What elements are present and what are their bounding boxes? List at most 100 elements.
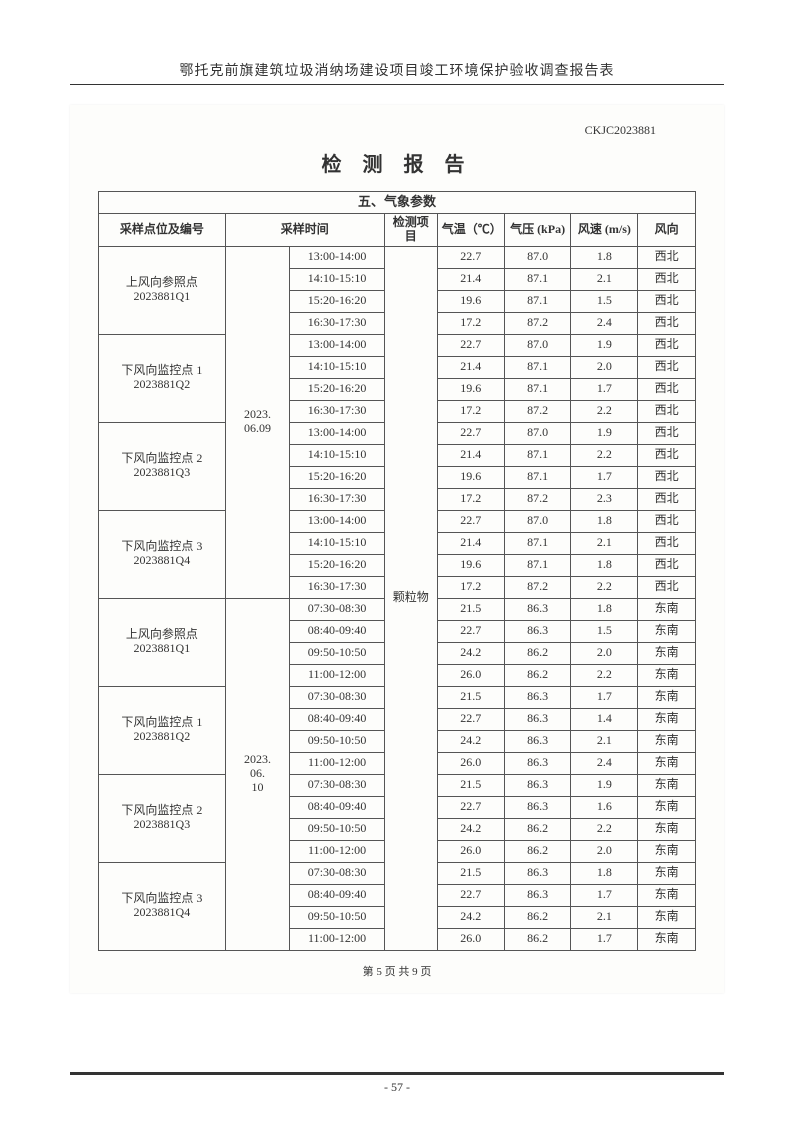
- point-cell: 下风向监控点 22023881Q3: [99, 774, 226, 862]
- wind-speed-cell: 2.2: [571, 664, 638, 686]
- wind-speed-cell: 1.7: [571, 686, 638, 708]
- time-cell: 15:20-16:20: [290, 554, 385, 576]
- temp-cell: 21.5: [437, 862, 504, 884]
- time-cell: 14:10-15:10: [290, 356, 385, 378]
- pressure-cell: 86.2: [504, 642, 571, 664]
- wind-speed-cell: 2.1: [571, 730, 638, 752]
- wind-speed-cell: 2.1: [571, 268, 638, 290]
- point-cell: 下风向监控点 12023881Q2: [99, 686, 226, 774]
- temp-cell: 22.7: [437, 884, 504, 906]
- detect-item-cell: 颗粒物: [384, 246, 437, 950]
- wind-speed-cell: 2.4: [571, 312, 638, 334]
- pressure-cell: 87.1: [504, 444, 571, 466]
- header-row: 采样点位及编号 采样时间 检测项目 气温（℃） 气压 (kPa) 风速 (m/s…: [99, 214, 696, 247]
- pressure-cell: 86.2: [504, 928, 571, 950]
- section-header: 五、气象参数: [99, 192, 696, 214]
- temp-cell: 21.4: [437, 356, 504, 378]
- wind-speed-cell: 2.0: [571, 642, 638, 664]
- pressure-cell: 87.0: [504, 246, 571, 268]
- temp-cell: 22.7: [437, 708, 504, 730]
- col-point: 采样点位及编号: [99, 214, 226, 247]
- wind-dir-cell: 西北: [638, 466, 696, 488]
- wind-dir-cell: 西北: [638, 290, 696, 312]
- wind-dir-cell: 西北: [638, 334, 696, 356]
- temp-cell: 21.5: [437, 686, 504, 708]
- time-cell: 07:30-08:30: [290, 862, 385, 884]
- wind-speed-cell: 1.5: [571, 290, 638, 312]
- wind-dir-cell: 西北: [638, 554, 696, 576]
- date-cell: 2023.06.10: [225, 598, 290, 950]
- wind-dir-cell: 东南: [638, 906, 696, 928]
- report-id: CKJC2023881: [98, 123, 696, 138]
- pressure-cell: 87.1: [504, 532, 571, 554]
- wind-dir-cell: 东南: [638, 686, 696, 708]
- time-cell: 08:40-09:40: [290, 620, 385, 642]
- time-cell: 13:00-14:00: [290, 246, 385, 268]
- time-cell: 16:30-17:30: [290, 576, 385, 598]
- doc-title: 鄂托克前旗建筑垃圾消纳场建设项目竣工环境保护验收调查报告表: [70, 60, 724, 80]
- wind-speed-cell: 2.2: [571, 576, 638, 598]
- pressure-cell: 87.1: [504, 378, 571, 400]
- point-cell: 下风向监控点 22023881Q3: [99, 422, 226, 510]
- wind-speed-cell: 1.5: [571, 620, 638, 642]
- wind-dir-cell: 西北: [638, 444, 696, 466]
- wind-speed-cell: 1.8: [571, 246, 638, 268]
- time-cell: 07:30-08:30: [290, 774, 385, 796]
- wind-speed-cell: 1.9: [571, 774, 638, 796]
- pressure-cell: 86.3: [504, 774, 571, 796]
- point-cell: 下风向监控点 12023881Q2: [99, 334, 226, 422]
- wind-speed-cell: 2.0: [571, 356, 638, 378]
- time-cell: 13:00-14:00: [290, 334, 385, 356]
- wind-dir-cell: 东南: [638, 598, 696, 620]
- temp-cell: 24.2: [437, 642, 504, 664]
- time-cell: 11:00-12:00: [290, 928, 385, 950]
- pressure-cell: 87.2: [504, 488, 571, 510]
- temp-cell: 22.7: [437, 334, 504, 356]
- time-cell: 07:30-08:30: [290, 598, 385, 620]
- wind-speed-cell: 1.4: [571, 708, 638, 730]
- wind-speed-cell: 1.7: [571, 378, 638, 400]
- temp-cell: 21.5: [437, 774, 504, 796]
- pressure-cell: 86.3: [504, 796, 571, 818]
- data-table: 五、气象参数 采样点位及编号 采样时间 检测项目 气温（℃） 气压 (kPa) …: [98, 191, 696, 951]
- pressure-cell: 86.2: [504, 840, 571, 862]
- time-cell: 14:10-15:10: [290, 268, 385, 290]
- wind-dir-cell: 东南: [638, 642, 696, 664]
- time-cell: 16:30-17:30: [290, 312, 385, 334]
- pressure-cell: 86.2: [504, 906, 571, 928]
- time-cell: 13:00-14:00: [290, 422, 385, 444]
- table-row: 上风向参照点2023881Q12023.06.0913:00-14:00颗粒物2…: [99, 246, 696, 268]
- temp-cell: 22.7: [437, 620, 504, 642]
- pressure-cell: 86.3: [504, 598, 571, 620]
- col-pressure: 气压 (kPa): [504, 214, 571, 247]
- pressure-cell: 87.1: [504, 554, 571, 576]
- time-cell: 11:00-12:00: [290, 664, 385, 686]
- pressure-cell: 86.3: [504, 862, 571, 884]
- wind-dir-cell: 东南: [638, 818, 696, 840]
- wind-dir-cell: 东南: [638, 796, 696, 818]
- col-wind-speed: 风速 (m/s): [571, 214, 638, 247]
- temp-cell: 19.6: [437, 290, 504, 312]
- time-cell: 15:20-16:20: [290, 466, 385, 488]
- col-time: 采样时间: [225, 214, 384, 247]
- temp-cell: 22.7: [437, 796, 504, 818]
- wind-speed-cell: 1.8: [571, 598, 638, 620]
- wind-speed-cell: 2.2: [571, 444, 638, 466]
- time-cell: 15:20-16:20: [290, 290, 385, 312]
- time-cell: 11:00-12:00: [290, 752, 385, 774]
- wind-dir-cell: 西北: [638, 400, 696, 422]
- wind-dir-cell: 西北: [638, 268, 696, 290]
- wind-speed-cell: 2.2: [571, 818, 638, 840]
- wind-dir-cell: 西北: [638, 510, 696, 532]
- time-cell: 14:10-15:10: [290, 444, 385, 466]
- point-cell: 上风向参照点2023881Q1: [99, 246, 226, 334]
- wind-dir-cell: 东南: [638, 774, 696, 796]
- wind-dir-cell: 东南: [638, 730, 696, 752]
- pressure-cell: 87.1: [504, 268, 571, 290]
- wind-speed-cell: 1.7: [571, 928, 638, 950]
- pressure-cell: 87.0: [504, 510, 571, 532]
- wind-speed-cell: 2.1: [571, 532, 638, 554]
- time-cell: 08:40-09:40: [290, 884, 385, 906]
- temp-cell: 17.2: [437, 576, 504, 598]
- wind-speed-cell: 1.8: [571, 862, 638, 884]
